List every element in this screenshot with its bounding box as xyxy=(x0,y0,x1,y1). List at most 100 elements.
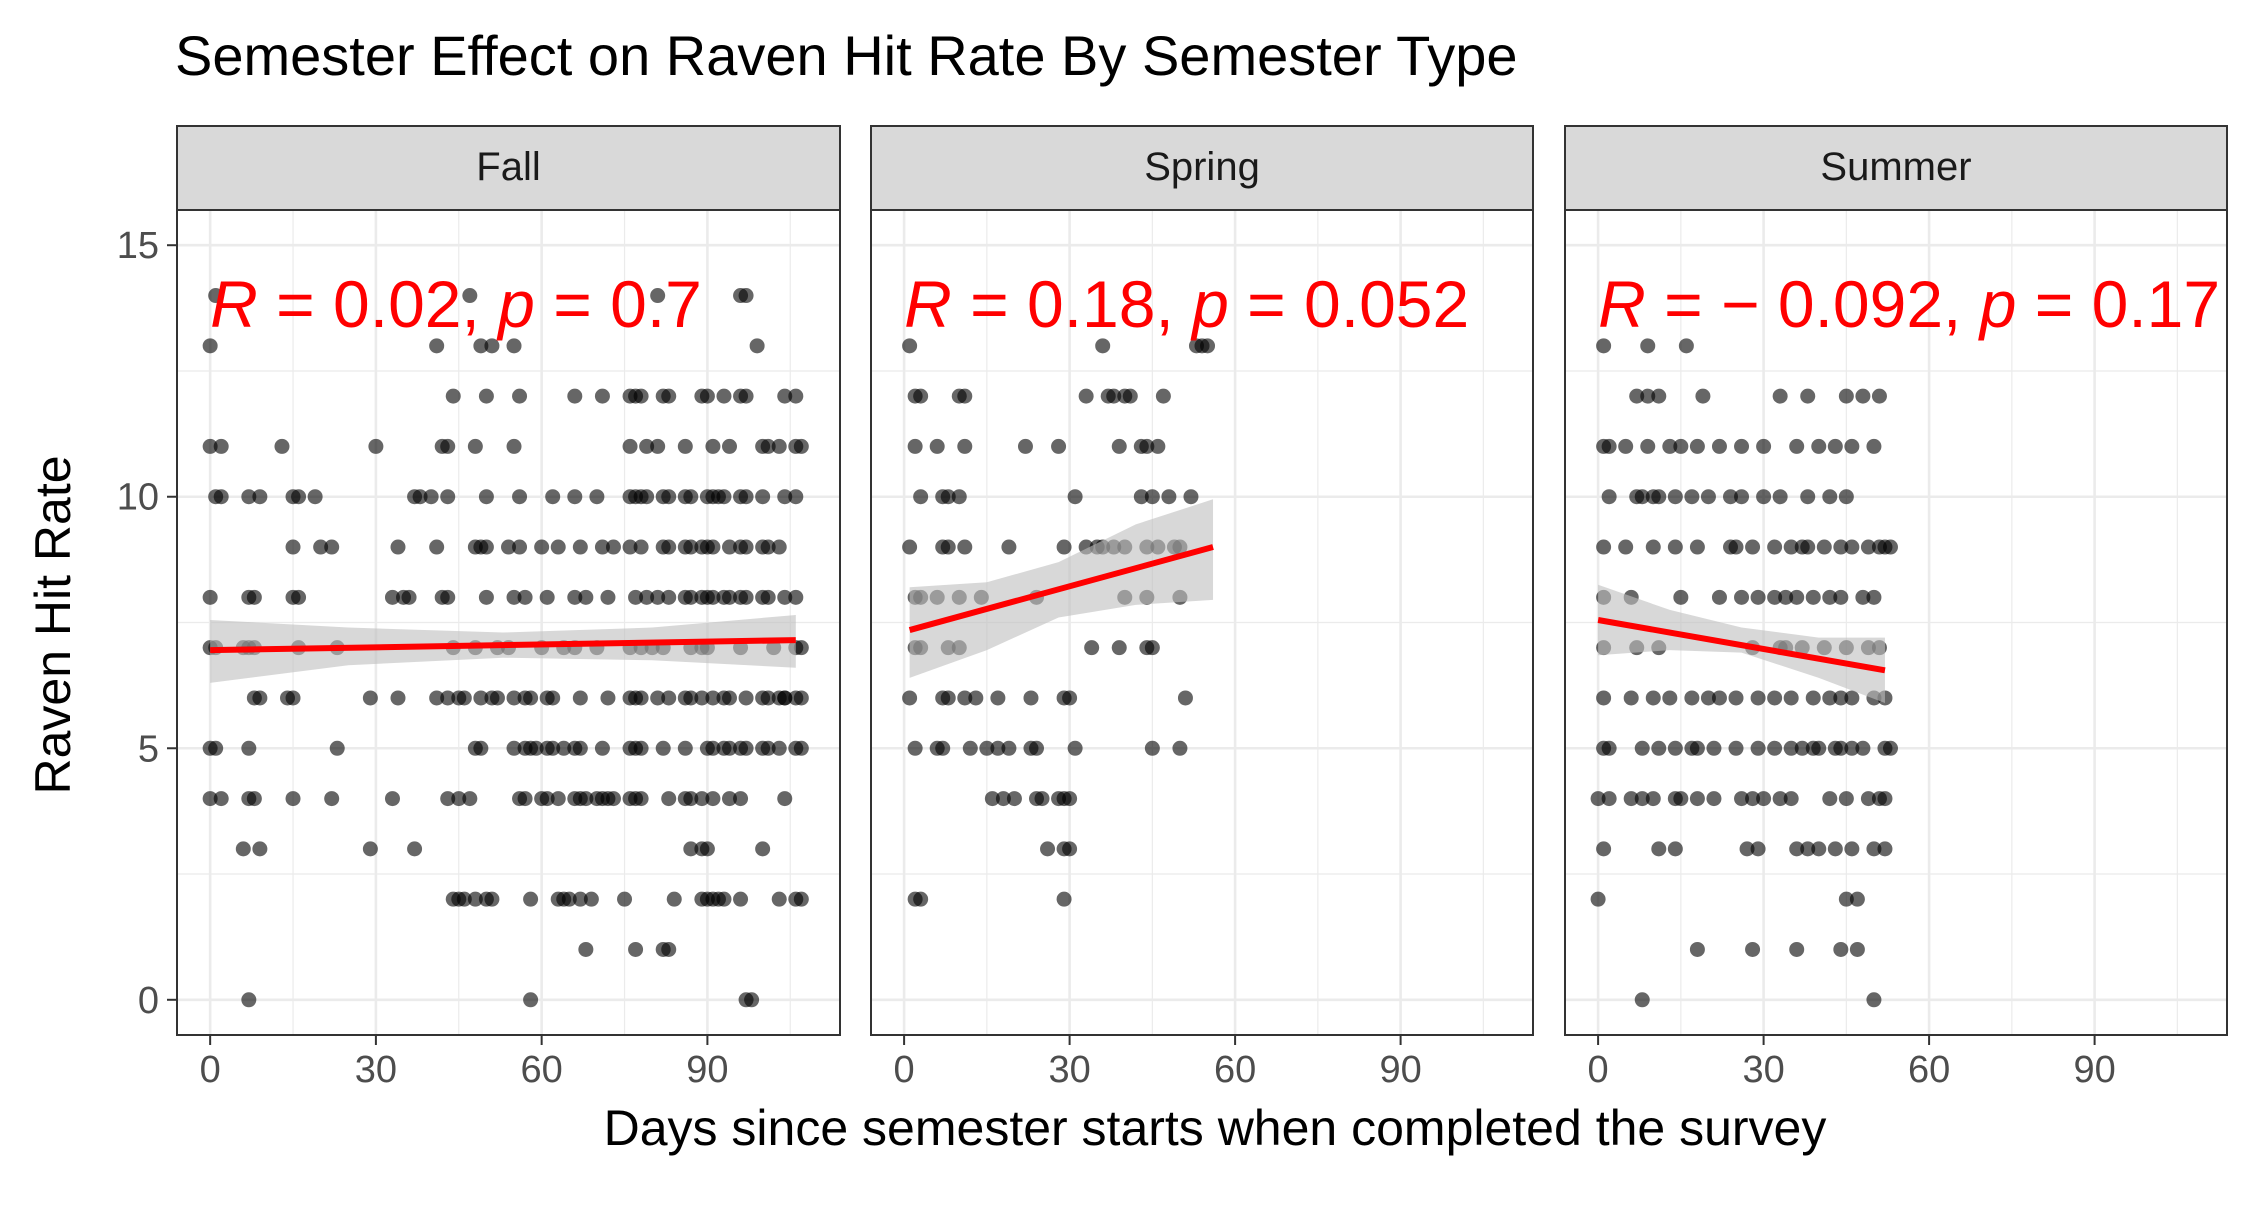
data-point xyxy=(440,438,456,454)
data-point xyxy=(1767,589,1783,605)
data-point xyxy=(1596,338,1612,354)
data-point xyxy=(1767,740,1783,756)
data-point xyxy=(1811,740,1827,756)
data-point xyxy=(722,690,737,706)
data-point xyxy=(979,740,995,756)
data-point xyxy=(1844,841,1860,857)
data-point xyxy=(1711,438,1727,454)
data-point xyxy=(1711,690,1727,706)
data-point xyxy=(1739,841,1755,857)
data-point xyxy=(1706,740,1722,756)
data-point xyxy=(1150,438,1166,454)
x-tick-label: 90 xyxy=(2073,1049,2115,1091)
data-point xyxy=(1750,690,1766,706)
correlation-annotation: R = − 0.092, p = 0.17 xyxy=(1598,267,2220,341)
data-point xyxy=(902,690,918,706)
data-point xyxy=(456,891,472,907)
data-point xyxy=(1789,841,1805,857)
data-point xyxy=(445,388,461,404)
data-point xyxy=(440,489,456,505)
data-point xyxy=(1122,388,1138,404)
data-point xyxy=(968,690,984,706)
data-point xyxy=(407,841,423,857)
data-point xyxy=(705,539,721,555)
data-point xyxy=(683,791,699,807)
data-point xyxy=(957,690,973,706)
data-point xyxy=(528,740,544,756)
data-point xyxy=(1144,489,1160,505)
data-point xyxy=(639,438,655,454)
data-point xyxy=(722,791,737,807)
y-tick-label: 10 xyxy=(117,477,159,519)
x-tick-label: 0 xyxy=(894,1049,915,1091)
data-point xyxy=(617,891,633,907)
data-point xyxy=(760,539,776,555)
data-point xyxy=(545,489,561,505)
annotation-part: = − 0.092, xyxy=(1646,267,1980,341)
facet-panels: Fall R = 0.02, p = 0.7 0 30 60 90 0 5 10 15 Spring… xyxy=(117,125,2228,1091)
data-point xyxy=(1783,539,1799,555)
data-point xyxy=(578,589,594,605)
data-point xyxy=(639,589,655,605)
data-point xyxy=(545,690,561,706)
data-point xyxy=(628,589,644,605)
data-point xyxy=(1734,489,1750,505)
data-point xyxy=(368,438,384,454)
data-point xyxy=(661,589,677,605)
data-point xyxy=(1700,489,1716,505)
data-point xyxy=(1827,841,1843,857)
data-point xyxy=(1849,891,1865,907)
data-point xyxy=(241,992,257,1008)
data-point xyxy=(241,489,257,505)
y-tick-label: 5 xyxy=(138,728,159,770)
data-point xyxy=(202,438,218,454)
panel-border xyxy=(176,209,841,1036)
data-point xyxy=(1734,791,1750,807)
data-point xyxy=(1822,489,1838,505)
data-point xyxy=(1866,589,1882,605)
data-point xyxy=(1860,539,1876,555)
data-point xyxy=(940,539,956,555)
x-tick-label: 0 xyxy=(1588,1049,1609,1091)
data-point xyxy=(467,891,483,907)
data-point xyxy=(1667,539,1683,555)
data-point xyxy=(1783,791,1799,807)
data-point xyxy=(561,891,577,907)
data-point xyxy=(324,791,340,807)
data-point xyxy=(1673,589,1689,605)
data-point xyxy=(694,690,710,706)
data-point xyxy=(1062,791,1078,807)
data-point xyxy=(1816,539,1832,555)
data-point xyxy=(412,489,428,505)
data-point xyxy=(793,891,809,907)
data-point xyxy=(1200,338,1216,354)
data-point xyxy=(1800,388,1816,404)
confidence-ribbon xyxy=(210,614,796,683)
data-point xyxy=(213,489,229,505)
data-point xyxy=(1805,690,1821,706)
data-point xyxy=(506,438,522,454)
data-point xyxy=(440,791,456,807)
data-point xyxy=(793,640,809,656)
data-point xyxy=(605,539,621,555)
data-point xyxy=(907,438,923,454)
data-point xyxy=(1723,489,1738,505)
data-point xyxy=(793,438,809,454)
data-point xyxy=(1844,740,1860,756)
data-point xyxy=(506,338,522,354)
regression-line xyxy=(210,637,796,654)
data-point xyxy=(705,690,721,706)
data-point xyxy=(777,388,793,404)
data-point xyxy=(1745,791,1761,807)
data-point xyxy=(213,438,229,454)
data-point xyxy=(478,489,494,505)
data-point xyxy=(1645,791,1661,807)
data-point xyxy=(1618,438,1634,454)
data-point xyxy=(567,388,583,404)
data-point xyxy=(1750,740,1766,756)
data-point xyxy=(1645,539,1661,555)
data-point xyxy=(467,438,483,454)
data-point xyxy=(990,690,1006,706)
data-point xyxy=(390,539,406,555)
data-point xyxy=(1601,438,1617,454)
